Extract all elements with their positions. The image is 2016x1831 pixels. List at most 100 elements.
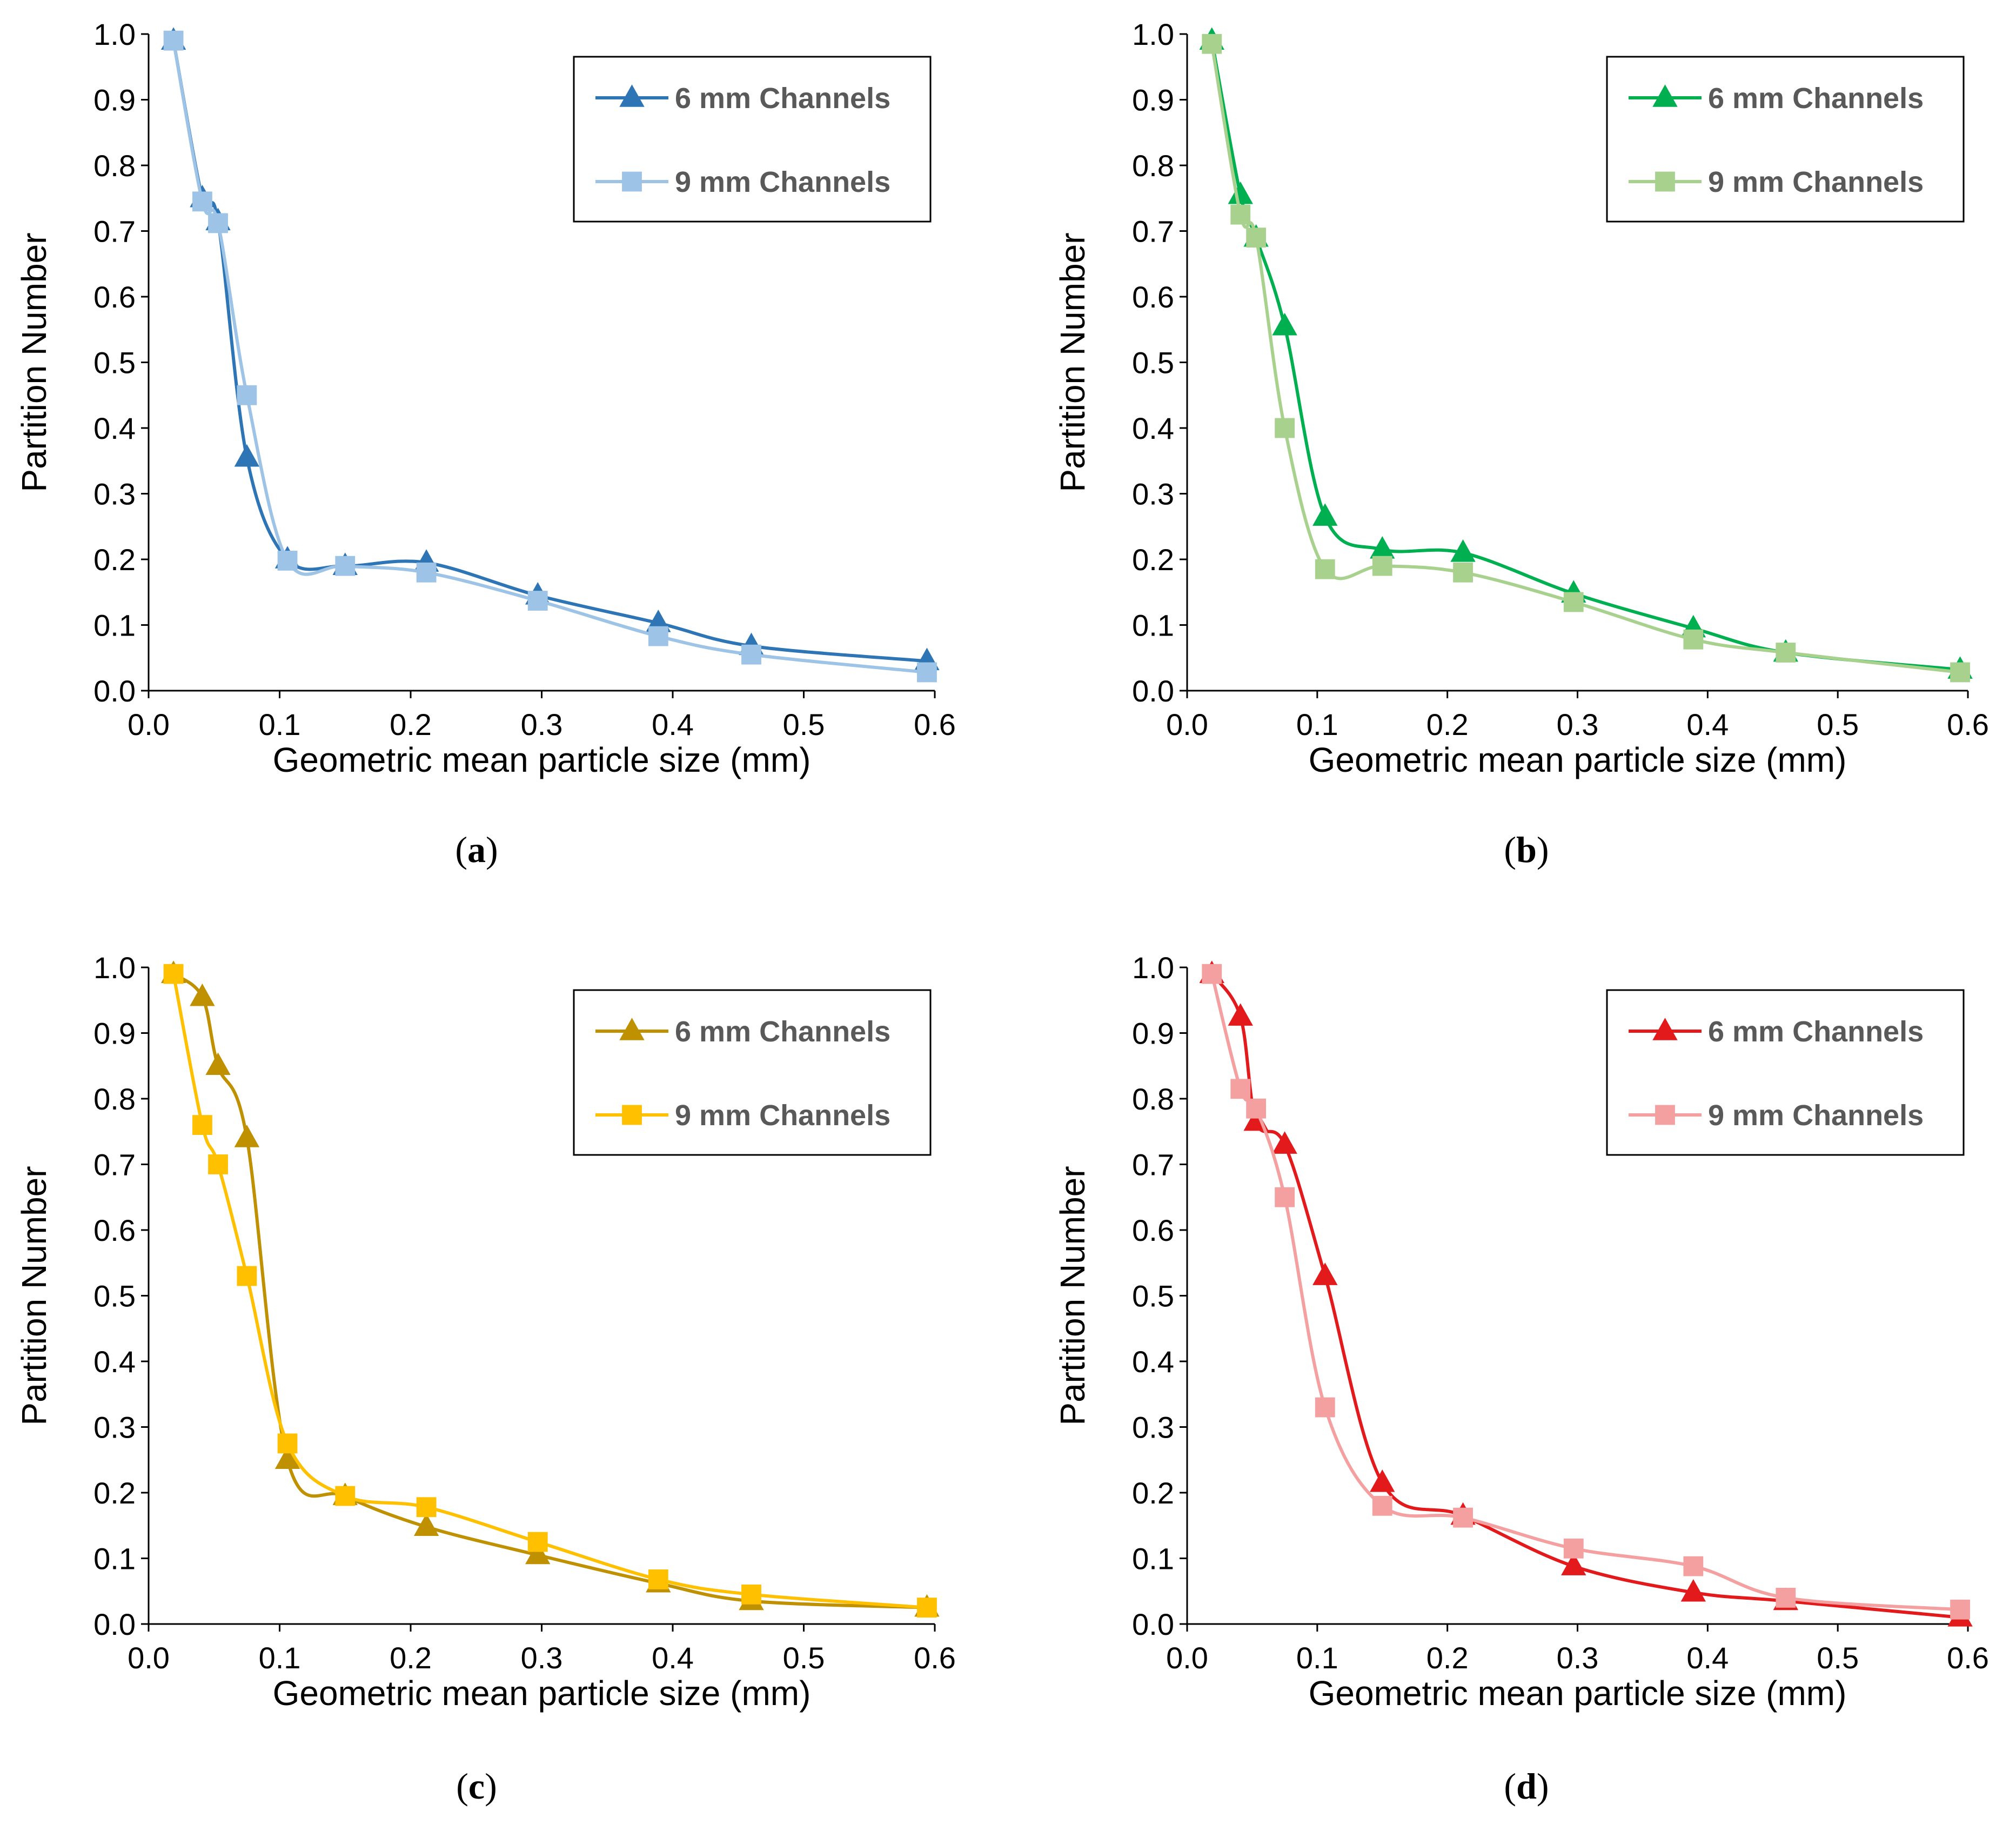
y-tick-label: 0.3 xyxy=(93,477,136,511)
data-point xyxy=(1246,1098,1267,1119)
legend-box xyxy=(573,56,932,223)
data-point xyxy=(648,626,668,646)
data-point xyxy=(237,1266,257,1286)
series-9mm xyxy=(1202,34,1970,683)
triangle-icon xyxy=(619,1018,645,1040)
y-tick-label: 0.2 xyxy=(1132,543,1174,577)
y-tick-label: 0.9 xyxy=(93,83,136,117)
x-tick-label: 0.6 xyxy=(1947,707,1989,741)
x-tick-label: 0.2 xyxy=(1426,707,1469,741)
y-tick-label: 0.1 xyxy=(93,1542,136,1576)
data-point xyxy=(1202,964,1222,984)
chart-panel-c: 0.0 0.1 0.2 0.3 0.4 0.5 0.6 0.7 0.8 0.9 1.0 0.0 0.1 0… xyxy=(15,951,956,1807)
data-point xyxy=(277,551,298,571)
x-tick-label: 0.3 xyxy=(521,1641,563,1675)
data-point xyxy=(525,1541,551,1565)
square-icon xyxy=(622,1105,642,1125)
data-point xyxy=(1228,1003,1253,1026)
panel-label: (b) xyxy=(1504,829,1549,870)
x-tick-label: 0.4 xyxy=(1686,1641,1729,1675)
y-tick-label: 0.7 xyxy=(1132,215,1174,249)
y-tick-label: 0.6 xyxy=(1132,280,1174,314)
data-point xyxy=(234,444,260,467)
panel-label: (c) xyxy=(456,1766,497,1807)
data-point xyxy=(163,30,184,51)
data-point xyxy=(1312,1262,1338,1285)
y-tick-label: 0.0 xyxy=(93,674,136,708)
legend-label: 6 mm Channels xyxy=(1708,1015,1924,1048)
x-axis-title: Geometric mean particle size (mm) xyxy=(273,740,811,779)
data-point xyxy=(917,1598,937,1618)
y-tick-label: 0.1 xyxy=(93,609,136,643)
legend-label: 6 mm Channels xyxy=(675,1015,890,1048)
data-point xyxy=(416,1497,437,1518)
chart-panel-a: 0.0 0.1 0.2 0.3 0.4 0.5 0.6 0.7 0.8 0.9 1.0 0.0 0.1 0… xyxy=(15,17,956,870)
triangle-icon xyxy=(1652,84,1678,107)
data-point xyxy=(234,1125,260,1147)
square-icon xyxy=(1655,171,1675,192)
x-tick-label: 0.6 xyxy=(914,707,956,741)
x-tick-label: 0.4 xyxy=(652,707,694,741)
data-point xyxy=(1370,1469,1395,1492)
y-tick-label: 0.2 xyxy=(93,1476,136,1510)
x-axis-title: Geometric mean particle size (mm) xyxy=(1309,1674,1847,1713)
y-tick-label: 0.9 xyxy=(1132,1017,1174,1051)
y-tick-label: 0.8 xyxy=(93,149,136,183)
data-point xyxy=(205,1052,231,1075)
x-tick-label: 0.0 xyxy=(1166,707,1208,741)
x-tick-label: 0.0 xyxy=(1166,1641,1208,1675)
data-point xyxy=(237,385,257,405)
y-tick-label: 0.7 xyxy=(93,215,136,249)
x-tick-label: 0.2 xyxy=(390,1641,432,1675)
data-point xyxy=(277,1433,298,1454)
legend: 6 mm Channels 9 mm Channels xyxy=(573,989,932,1156)
data-point xyxy=(1202,34,1222,54)
data-point xyxy=(192,191,212,212)
data-point xyxy=(1272,312,1297,336)
data-point xyxy=(1776,643,1796,663)
panel-label: (a) xyxy=(455,829,498,870)
y-tick-label: 0.7 xyxy=(1132,1148,1174,1182)
data-point xyxy=(1370,536,1395,559)
y-axis-title: Partition Number xyxy=(1053,232,1092,492)
data-point xyxy=(1315,1397,1335,1418)
series-9mm xyxy=(163,964,937,1618)
legend: 6 mm Channels 9 mm Channels xyxy=(1606,989,1965,1156)
legend-label: 9 mm Channels xyxy=(675,166,890,198)
data-point xyxy=(1228,181,1253,204)
y-tick-label: 0.2 xyxy=(93,543,136,577)
x-tick-label: 0.4 xyxy=(1686,707,1729,741)
data-point xyxy=(1272,1131,1297,1154)
data-point xyxy=(1680,1579,1706,1602)
y-tick-label: 0.5 xyxy=(1132,346,1174,380)
data-point xyxy=(1561,1553,1586,1575)
x-tick-label: 0.4 xyxy=(652,1641,694,1675)
y-tick-label: 0.3 xyxy=(1132,1411,1174,1445)
data-point xyxy=(1246,228,1267,248)
data-point xyxy=(335,1486,356,1506)
data-point xyxy=(527,1532,548,1552)
data-point xyxy=(163,964,184,984)
y-tick-label: 0.5 xyxy=(93,346,136,380)
x-tick-label: 0.5 xyxy=(1817,1641,1859,1675)
x-tick-label: 0.1 xyxy=(259,707,301,741)
x-tick-label: 0.5 xyxy=(783,707,825,741)
y-axis-title: Partition Number xyxy=(1053,1166,1092,1425)
x-tick-label: 0.3 xyxy=(1557,707,1599,741)
y-tick-label: 0.1 xyxy=(1132,609,1174,643)
data-point xyxy=(190,983,215,1006)
data-point xyxy=(1275,1187,1295,1207)
data-point xyxy=(1563,592,1584,612)
y-tick-label: 0.4 xyxy=(1132,411,1174,445)
square-icon xyxy=(1655,1105,1675,1125)
y-tick-label: 0.2 xyxy=(1132,1476,1174,1510)
x-tick-label: 0.0 xyxy=(128,707,170,741)
y-tick-label: 0.6 xyxy=(1132,1213,1174,1247)
y-axis-title: Partition Number xyxy=(15,1166,53,1425)
x-tick-label: 0.6 xyxy=(914,1641,956,1675)
x-tick-label: 0.5 xyxy=(1817,707,1859,741)
data-point xyxy=(1275,418,1295,438)
y-tick-label: 1.0 xyxy=(93,17,136,51)
y-tick-label: 1.0 xyxy=(93,951,136,985)
